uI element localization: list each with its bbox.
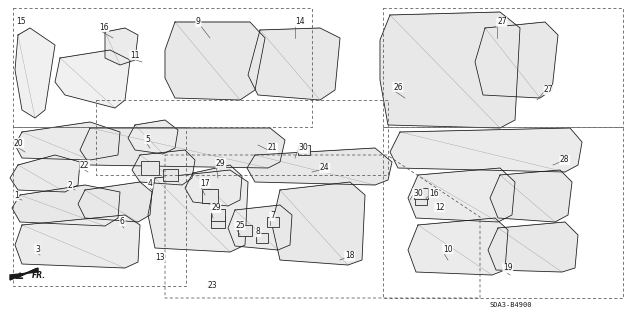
Text: 4: 4 <box>148 179 153 188</box>
Polygon shape <box>148 170 248 252</box>
Polygon shape <box>10 268 38 280</box>
Polygon shape <box>12 185 120 226</box>
Text: 13: 13 <box>155 253 164 262</box>
Polygon shape <box>185 165 242 206</box>
Text: SDA3-B4900: SDA3-B4900 <box>490 302 532 308</box>
Polygon shape <box>415 195 427 205</box>
Polygon shape <box>272 182 365 265</box>
Polygon shape <box>132 150 195 185</box>
Text: 1: 1 <box>14 191 19 201</box>
Text: 16: 16 <box>429 189 438 197</box>
Polygon shape <box>408 168 515 222</box>
Polygon shape <box>165 22 265 100</box>
Text: 8: 8 <box>256 227 260 236</box>
Polygon shape <box>256 233 268 243</box>
Polygon shape <box>248 28 340 100</box>
Text: 24: 24 <box>320 164 330 173</box>
Text: 6: 6 <box>120 217 125 226</box>
Polygon shape <box>141 161 159 175</box>
Polygon shape <box>211 209 225 221</box>
Text: 16: 16 <box>99 23 109 32</box>
Polygon shape <box>10 155 80 192</box>
Text: 25: 25 <box>235 220 244 229</box>
Polygon shape <box>414 188 428 198</box>
Polygon shape <box>202 189 218 203</box>
Text: FR.: FR. <box>32 271 46 279</box>
Polygon shape <box>15 122 120 160</box>
Polygon shape <box>80 128 285 168</box>
Text: 2: 2 <box>68 181 73 189</box>
Polygon shape <box>408 218 508 275</box>
Text: 22: 22 <box>80 160 90 169</box>
Text: 21: 21 <box>268 144 278 152</box>
Text: 27: 27 <box>544 85 554 94</box>
Polygon shape <box>247 148 392 185</box>
Text: 20: 20 <box>14 138 24 147</box>
Text: 27: 27 <box>497 18 507 26</box>
Text: 3: 3 <box>35 244 40 254</box>
Polygon shape <box>15 215 140 268</box>
Text: 12: 12 <box>435 203 445 211</box>
Polygon shape <box>163 169 177 181</box>
Text: 28: 28 <box>560 155 570 165</box>
Polygon shape <box>238 225 252 235</box>
Polygon shape <box>490 170 572 222</box>
Text: 30: 30 <box>413 189 423 197</box>
Text: 29: 29 <box>216 159 226 167</box>
Text: 11: 11 <box>130 50 140 60</box>
Polygon shape <box>211 216 225 228</box>
Polygon shape <box>105 28 138 65</box>
Polygon shape <box>475 22 558 98</box>
Polygon shape <box>390 128 582 172</box>
Polygon shape <box>15 28 55 118</box>
Polygon shape <box>298 145 310 155</box>
Text: 15: 15 <box>16 18 26 26</box>
Polygon shape <box>78 182 152 222</box>
Text: 18: 18 <box>345 251 355 261</box>
Text: 19: 19 <box>503 263 513 272</box>
Text: 26: 26 <box>393 83 403 92</box>
Text: 9: 9 <box>196 18 201 26</box>
Text: 10: 10 <box>443 244 452 254</box>
Polygon shape <box>55 50 130 108</box>
Polygon shape <box>488 222 578 272</box>
Text: 23: 23 <box>208 280 218 290</box>
Polygon shape <box>228 205 292 250</box>
Text: 5: 5 <box>145 135 150 144</box>
Text: 14: 14 <box>295 18 305 26</box>
Polygon shape <box>380 12 520 128</box>
Text: 29: 29 <box>211 204 221 212</box>
Text: 7: 7 <box>270 211 275 220</box>
Text: 17: 17 <box>200 179 210 188</box>
Polygon shape <box>128 120 178 154</box>
Polygon shape <box>267 217 279 227</box>
Text: 30: 30 <box>298 144 308 152</box>
